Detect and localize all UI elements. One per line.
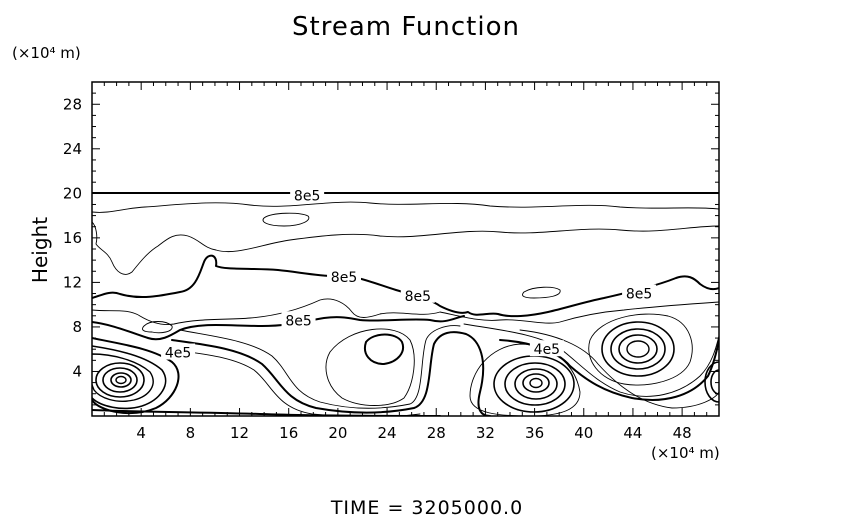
x-tick-label: 48: [673, 424, 692, 442]
contour-labels: 8e5 8e5 8e5 8e5 8e5 4e5 4e5: [161, 186, 657, 362]
contour-line-upper-thin: [92, 201, 719, 213]
x-tick-label: 28: [427, 424, 446, 442]
y-tick-label: 4: [72, 362, 82, 380]
contour-line-lower-thick: [92, 315, 465, 341]
time-footer: TIME = 3205000.0: [330, 497, 524, 519]
contour-label: 8e5: [294, 189, 320, 205]
contour-line-center-3: [173, 349, 421, 416]
x-axis-unit: (×10⁴ m): [651, 444, 720, 462]
x-tick-label: 4: [136, 424, 146, 442]
contour-label-bg: [400, 286, 435, 303]
contour-line-upper-thin-2: [92, 221, 719, 275]
y-tick-label: 28: [63, 95, 82, 113]
contour-label-bg: [327, 267, 362, 284]
contour-label-bg: [290, 186, 325, 203]
contour-lines: [92, 192, 719, 416]
axis-ticks: [91, 81, 720, 417]
contour-label: 8e5: [285, 313, 311, 329]
contour-line-small-loop: [262, 212, 310, 227]
y-axis-label: Height: [28, 216, 52, 284]
x-tick-label: 40: [574, 424, 593, 442]
right-vortex: [588, 313, 693, 386]
x-tick-label: 12: [230, 424, 249, 442]
contour-label-bg: [622, 284, 657, 301]
contour-line-small-right: [522, 286, 561, 299]
y-tick-label: 20: [63, 184, 82, 202]
contour-line-right-1: [463, 323, 719, 397]
y-tick-label: 8: [72, 318, 82, 336]
y-tick-label: 12: [63, 273, 82, 291]
contour-line-center-1: [179, 325, 461, 409]
contour-label: 4e5: [165, 346, 191, 362]
x-tick-label: 8: [186, 424, 196, 442]
x-tick-label: 16: [279, 424, 298, 442]
left-vortex: [92, 337, 180, 415]
contour-line-center-loop: [325, 328, 415, 406]
contour-label: 8e5: [626, 287, 652, 303]
y-tick-label: 24: [63, 140, 82, 158]
contour-label-bg: [529, 340, 564, 357]
contour-label: 4e5: [534, 342, 560, 358]
x-tick-label: 44: [623, 424, 642, 442]
x-tick-label: 20: [328, 424, 347, 442]
x-tick-label: 24: [378, 424, 397, 442]
contour-line-center-inner: [364, 333, 404, 365]
contour-line-small-left: [141, 321, 173, 334]
y-axis-unit: (×10⁴ m): [12, 44, 81, 62]
contour-line-mid-thin: [92, 298, 719, 325]
y-tick-label: 16: [63, 229, 82, 247]
contour-label-bg: [161, 343, 196, 360]
contour-label: 8e5: [331, 270, 357, 286]
x-tick-label: 36: [525, 424, 544, 442]
contour-line-center-2: [171, 331, 491, 416]
chart-title: Stream Function: [292, 12, 520, 42]
contour-line-right-3: [519, 329, 719, 409]
contour-label: 8e5: [405, 289, 431, 305]
contour-label-bg: [281, 311, 316, 328]
x-tick-label: 32: [476, 424, 495, 442]
far-right-vortex: [704, 361, 719, 403]
